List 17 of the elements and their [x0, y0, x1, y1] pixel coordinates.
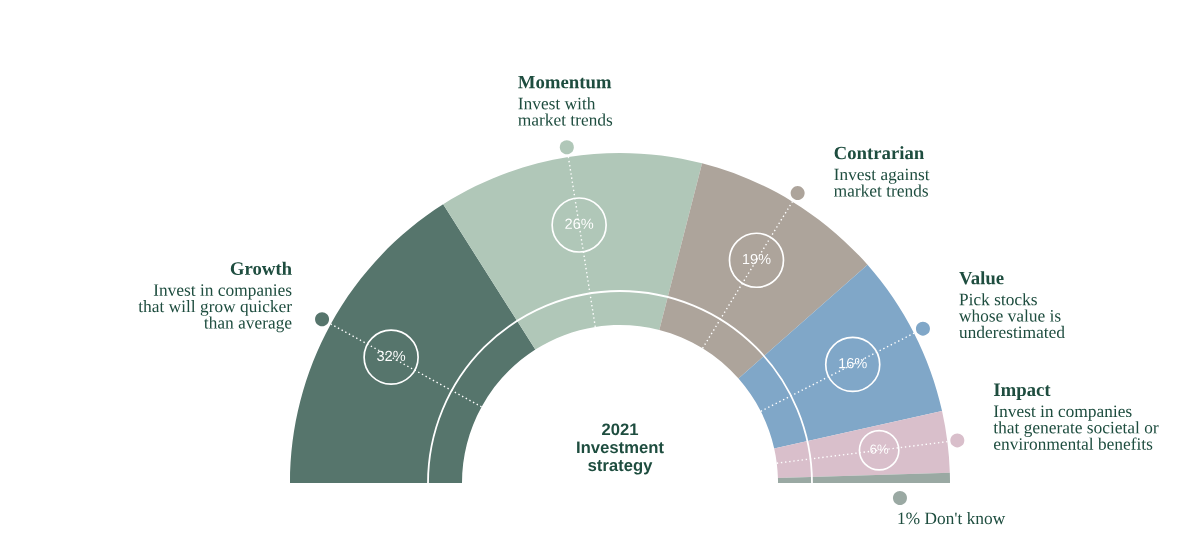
slice-label: Contrarian [834, 146, 924, 160]
data-label: 26% [565, 218, 594, 229]
text: Invest in companies that will grow quicker than average [138, 284, 292, 333]
text: Invest against market trends [834, 168, 930, 197]
slice-label: Growth [230, 261, 292, 275]
text: Invest with market trends [518, 97, 613, 126]
data-label: 6% [870, 444, 889, 454]
data-label: 16% [839, 358, 867, 369]
text: Pick stocks whose value is underestimated [958, 293, 1065, 339]
text: 2021 Investment strategy [577, 423, 664, 475]
slice-label: Momentum [518, 75, 612, 89]
data-label: 32% [377, 350, 406, 362]
legend-label: 1% Don't know [898, 512, 1006, 525]
data-label: 19% [742, 253, 771, 265]
slice-label: Impact [993, 383, 1051, 400]
slice-label: Value [959, 271, 1004, 285]
text: Invest in companies that generate societal or environmental benefits [993, 405, 1159, 450]
